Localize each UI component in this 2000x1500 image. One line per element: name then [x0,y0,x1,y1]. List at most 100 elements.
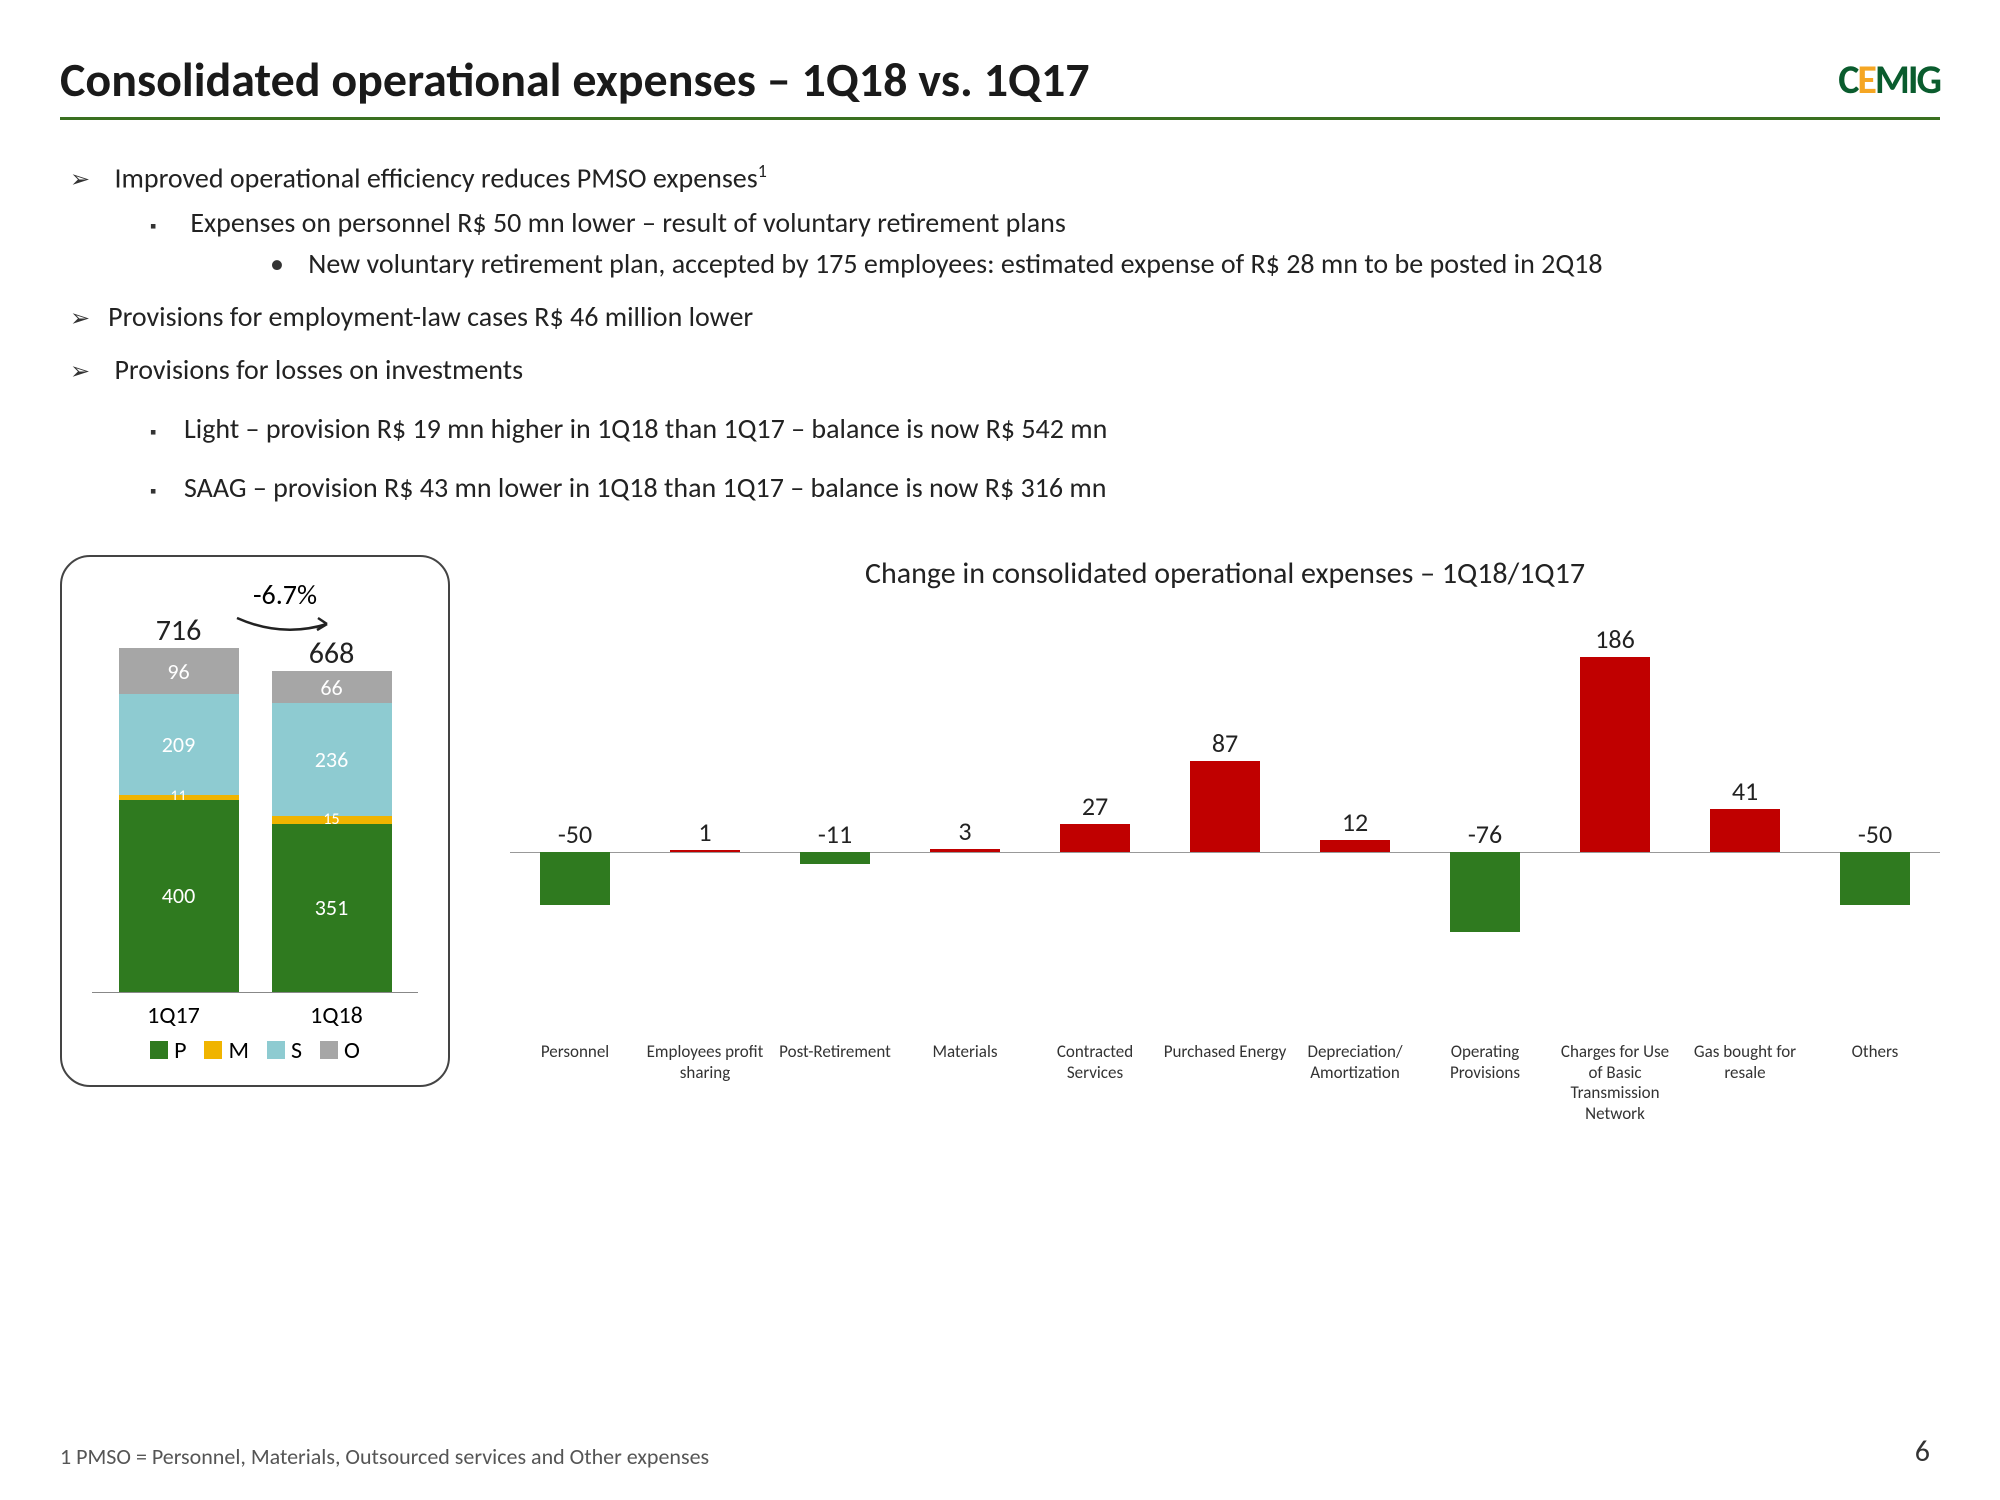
waterfall-value: 41 [1732,775,1758,807]
stacked-chart-box: -6.7% 71640011209966683511523666 1Q171Q1… [60,555,450,1087]
bullet-2: Provisions for employment-law cases R$ 4… [70,299,1940,334]
bullet-2-text: Provisions for employment-law cases R$ 4… [108,299,753,334]
waterfall-bar [1840,852,1910,905]
logo-accent: E [1857,55,1875,104]
waterfall-value: -11 [818,818,852,850]
bullet-3-sub-2-text: SAAG – provision R$ 43 mn lower in 1Q18 … [184,470,1106,505]
waterfall-bar [930,849,1000,852]
waterfall-category-label: Post-Retirement [770,1042,900,1124]
legend-item: M [204,1036,249,1065]
waterfall-category-label: Employees profit sharing [640,1042,770,1124]
logo-post: MIG [1875,55,1940,104]
waterfall-column: -76 [1420,652,1550,1032]
waterfall-column: 87 [1160,652,1290,1032]
bullet-3: Provisions for losses on investments Lig… [70,352,1940,505]
bar-segment: 209 [119,694,239,794]
bullet-3-sub-2: SAAG – provision R$ 43 mn lower in 1Q18 … [150,470,1940,505]
pct-change-label: -6.7% [152,577,418,612]
bar-period-label: 1Q18 [310,1001,363,1030]
waterfall-column: -50 [510,652,640,1032]
stacked-bar: 6683511523666 [272,671,392,992]
legend-item: S [267,1036,302,1065]
waterfall-bar [1450,852,1520,932]
waterfall-area: Change in consolidated operational expen… [510,555,1940,1124]
waterfall-title: Change in consolidated operational expen… [510,555,1940,592]
legend-item: O [320,1036,360,1065]
slide-header: Consolidated operational expenses – 1Q18… [60,50,1940,120]
bullet-1-text: Improved operational efficiency reduces … [114,160,757,195]
bar-segment: 351 [272,824,392,992]
waterfall-category-label: Others [1810,1042,1940,1124]
legend-swatch [204,1041,222,1059]
waterfall-bar [1060,824,1130,852]
waterfall-column: 1 [640,652,770,1032]
waterfall-value: 87 [1212,727,1238,759]
cemig-logo: CEMIG [1838,55,1940,104]
waterfall-bar [800,852,870,864]
waterfall-column: 12 [1290,652,1420,1032]
bullet-1: Improved operational efficiency reduces … [70,160,1940,281]
legend-swatch [267,1041,285,1059]
waterfall-category-label: Purchased Energy [1160,1042,1290,1124]
waterfall-labels: PersonnelEmployees profit sharingPost-Re… [510,1042,1940,1124]
bar-segment: 96 [119,648,239,694]
page-number: 6 [1915,1433,1930,1470]
bar-total: 668 [309,635,355,672]
stacked-legend: PMSO [92,1036,418,1065]
footnote: 1 PMSO = Personnel, Materials, Outsource… [60,1443,709,1470]
waterfall-value: 3 [958,815,971,847]
bar-total: 716 [156,612,202,649]
waterfall-bar [1710,809,1780,852]
waterfall-category-label: Contracted Services [1030,1042,1160,1124]
waterfall-value: 12 [1342,806,1368,838]
waterfall-bar [1580,657,1650,852]
waterfall-value: -50 [558,818,592,850]
waterfall-bar [1190,761,1260,852]
legend-text: M [228,1036,249,1065]
waterfall-bar [540,852,610,905]
legend-item: P [150,1036,186,1065]
waterfall-column: 27 [1030,652,1160,1032]
waterfall-column: 186 [1550,652,1680,1032]
legend-text: S [291,1036,302,1065]
waterfall-column: 3 [900,652,1030,1032]
waterfall-column: -50 [1810,652,1940,1032]
stacked-bar-labels: 1Q17 1Q18 [92,1001,418,1030]
waterfall-category-label: Depreciation/ Amortization [1290,1042,1420,1124]
bullet-1-sub-1-text: Expenses on personnel R$ 50 mn lower – r… [190,205,1066,240]
charts-row: -6.7% 71640011209966683511523666 1Q171Q1… [60,555,1940,1124]
waterfall-category-label: Materials [900,1042,1030,1124]
legend-swatch [150,1041,168,1059]
bullet-1-sub-1-detail: New voluntary retirement plan, accepted … [270,246,1870,281]
waterfall-bar [1320,840,1390,853]
bullet-1-sub-1: Expenses on personnel R$ 50 mn lower – r… [150,205,1940,281]
legend-text: O [344,1036,360,1065]
bar-period-label: 1Q17 [147,1001,200,1030]
waterfall-category-label: Charges for Use of Basic Transmission Ne… [1550,1042,1680,1124]
bar-segment: 66 [272,671,392,703]
waterfall-value: 27 [1082,790,1108,822]
bullet-1-sub-1-detail-text: New voluntary retirement plan, accepted … [308,246,1602,281]
waterfall-value: -50 [1858,818,1892,850]
bullets-block: Improved operational efficiency reduces … [70,160,1940,505]
legend-swatch [320,1041,338,1059]
bullet-3-text: Provisions for losses on investments [114,352,523,387]
logo-pre: C [1838,55,1857,104]
waterfall-category-label: Personnel [510,1042,640,1124]
bullet-1-sup: 1 [758,160,767,182]
waterfall-bar [670,850,740,852]
waterfall-column: 41 [1680,652,1810,1032]
waterfall-column: -11 [770,652,900,1032]
waterfall-chart: -50 1 -11 3 27 87 12 -76 186 41 -50 [510,652,1940,1032]
waterfall-value: -76 [1468,818,1502,850]
bullet-3-sub-1: Light – provision R$ 19 mn higher in 1Q1… [150,411,1940,446]
stacked-bars-area: 7164001120996 6683511523666 [92,648,418,993]
stacked-bar: 7164001120996 [119,648,239,992]
bullet-3-sub-1-text: Light – provision R$ 19 mn higher in 1Q1… [184,411,1107,446]
bar-segment: 15 [272,816,392,823]
bar-segment: 400 [119,800,239,992]
waterfall-value: 186 [1595,623,1635,655]
slide-title: Consolidated operational expenses – 1Q18… [60,50,1090,109]
legend-text: P [174,1036,186,1065]
bar-segment: 236 [272,703,392,816]
